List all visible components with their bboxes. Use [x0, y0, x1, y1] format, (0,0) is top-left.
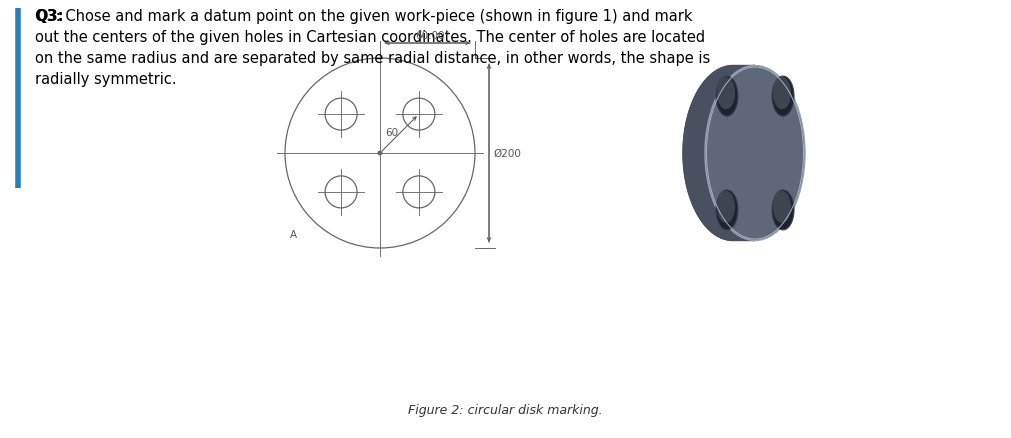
Ellipse shape — [772, 77, 794, 117]
Ellipse shape — [772, 191, 794, 230]
Circle shape — [377, 151, 382, 156]
Ellipse shape — [773, 78, 791, 110]
Text: A: A — [289, 230, 296, 240]
Ellipse shape — [717, 78, 735, 110]
Ellipse shape — [773, 191, 791, 223]
Text: Q3:: Q3: — [35, 9, 64, 24]
Ellipse shape — [716, 191, 738, 230]
Polygon shape — [683, 66, 755, 241]
Text: Ø200: Ø200 — [493, 148, 521, 159]
Ellipse shape — [716, 77, 738, 117]
Text: Figure 2: circular disk marking.: Figure 2: circular disk marking. — [407, 403, 603, 416]
Text: Q3: Chose and mark a datum point on the given work-piece (shown in figure 1) and: Q3: Chose and mark a datum point on the … — [35, 9, 711, 87]
Ellipse shape — [717, 191, 735, 223]
Ellipse shape — [705, 66, 805, 241]
Text: 60: 60 — [385, 127, 398, 137]
Ellipse shape — [683, 66, 783, 241]
Text: 60.00°: 60.00° — [416, 31, 450, 41]
